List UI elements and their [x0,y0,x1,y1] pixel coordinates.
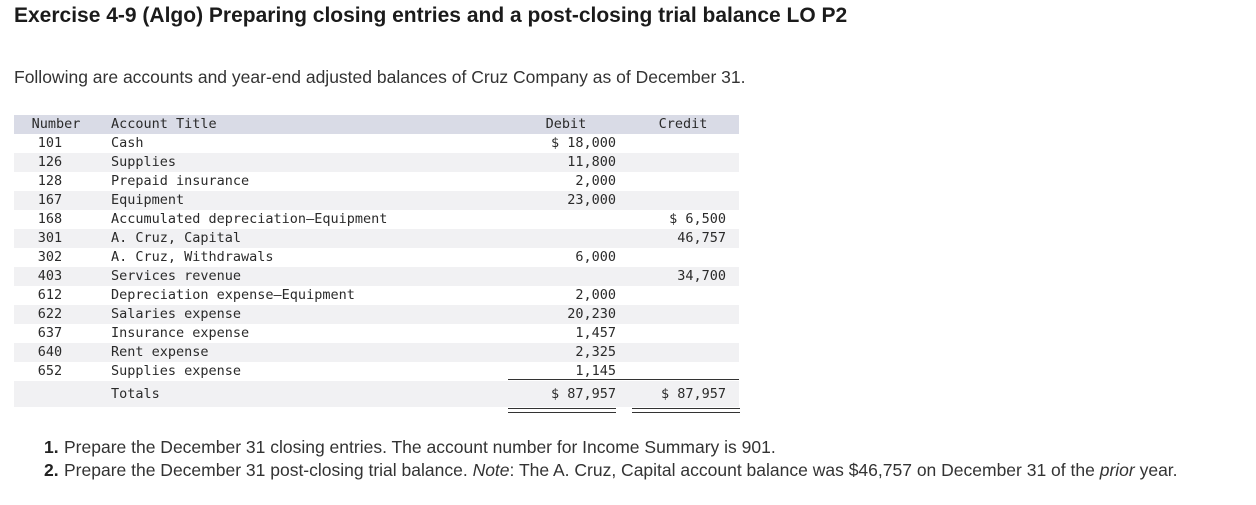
debit-amount: 1,145 [575,363,616,379]
account-number: 403 [37,268,63,284]
account-number: 302 [37,249,63,265]
totals-label: Totals [111,386,160,402]
credit-amount: 34,700 [677,268,726,284]
intro-text: Following are accounts and year-end adju… [14,67,746,87]
account-number: 612 [37,287,63,303]
instruction-number: 1. [44,437,59,457]
credit-amount: $ 6,500 [669,211,726,227]
debit-amount: 2,325 [575,344,616,360]
account-number: 101 [37,135,63,151]
account-number: 622 [37,306,63,322]
instruction-text: Prepare the December 31 closing entries.… [64,437,776,457]
account-title: Depreciation expense—Equipment [111,287,355,303]
debit-amount: 23,000 [567,192,616,208]
table-header-row: Number Account Title Debit Credit [14,115,739,134]
instruction-text-part: : The A. Cruz, Capital account balance w… [509,460,1100,480]
table-row: 128 Prepaid insurance 2,000 [14,172,739,191]
account-title: Supplies [111,154,177,170]
account-number: 637 [37,325,63,341]
instruction-item-1: 1. Prepare the December 31 closing entri… [44,436,1244,459]
subtotal-rule [508,379,739,380]
table-row: 637 Insurance expense 1,457 [14,324,739,343]
account-title: Equipment [111,192,185,208]
table-row: 302 A. Cruz, Withdrawals 6,000 [14,248,739,267]
account-number: 168 [37,211,63,227]
debit-amount: 11,800 [567,154,616,170]
instruction-text: Prepare the December 31 post-closing tri… [64,459,1244,482]
header-number: Number [31,116,81,132]
account-title: Supplies expense [111,363,242,379]
account-number: 652 [37,363,63,379]
table-row: 168 Accumulated depreciation—Equipment $… [14,210,739,229]
table-row: 167 Equipment 23,000 [14,191,739,210]
debit-amount: $ 18,000 [550,135,616,151]
table-row: 640 Rent expense 2,325 [14,343,739,362]
account-title: Services revenue [111,268,242,284]
debit-amount: 1,457 [575,325,616,341]
totals-row: Totals $ 87,957 $ 87,957 [14,381,739,407]
instruction-item-2: 2. Prepare the December 31 post-closing … [44,459,1244,482]
note-label: Note [472,460,510,480]
account-number: 128 [37,173,63,189]
account-number: 126 [37,154,63,170]
debit-double-underline [508,408,616,413]
account-title: Insurance expense [111,325,250,341]
account-title: Prepaid insurance [111,173,250,189]
credit-amount: 46,757 [677,230,726,246]
table-row: 652 Supplies expense 1,145 [14,362,739,381]
table-row: 612 Depreciation expense—Equipment 2,000 [14,286,739,305]
account-title: Cash [111,135,144,151]
debit-amount: 6,000 [575,249,616,265]
debit-amount: 2,000 [575,287,616,303]
instruction-text-part: Prepare the December 31 post-closing tri… [64,460,473,480]
prior-emphasis: prior [1099,460,1135,480]
account-title: A. Cruz, Withdrawals [111,249,274,265]
account-number: 640 [37,344,63,360]
account-title: Salaries expense [111,306,242,322]
account-title: Rent expense [111,344,209,360]
header-debit: Debit [545,116,587,132]
account-number: 301 [37,230,63,246]
table-row: 622 Salaries expense 20,230 [14,305,739,324]
total-debit: $ 87,957 [550,386,616,402]
exercise-title: Exercise 4-9 (Algo) Preparing closing en… [14,4,848,27]
table-row: 403 Services revenue 34,700 [14,267,739,286]
total-credit: $ 87,957 [660,386,726,402]
instructions-list: 1. Prepare the December 31 closing entri… [44,436,1244,482]
instruction-text-part: year. [1134,460,1178,480]
header-credit: Credit [658,116,708,132]
header-account-title: Account Title [111,116,217,132]
credit-double-underline [632,408,740,413]
instruction-number: 2. [44,460,59,480]
adjusted-balances-table: Number Account Title Debit Credit 101 Ca… [14,115,740,413]
account-title: Accumulated depreciation—Equipment [111,211,388,227]
table-row: 126 Supplies 11,800 [14,153,739,172]
table-row: 101 Cash $ 18,000 [14,134,739,153]
debit-amount: 2,000 [575,173,616,189]
account-title: A. Cruz, Capital [111,230,242,246]
debit-amount: 20,230 [567,306,616,322]
account-number: 167 [37,192,63,208]
table-row: 301 A. Cruz, Capital 46,757 [14,229,739,248]
